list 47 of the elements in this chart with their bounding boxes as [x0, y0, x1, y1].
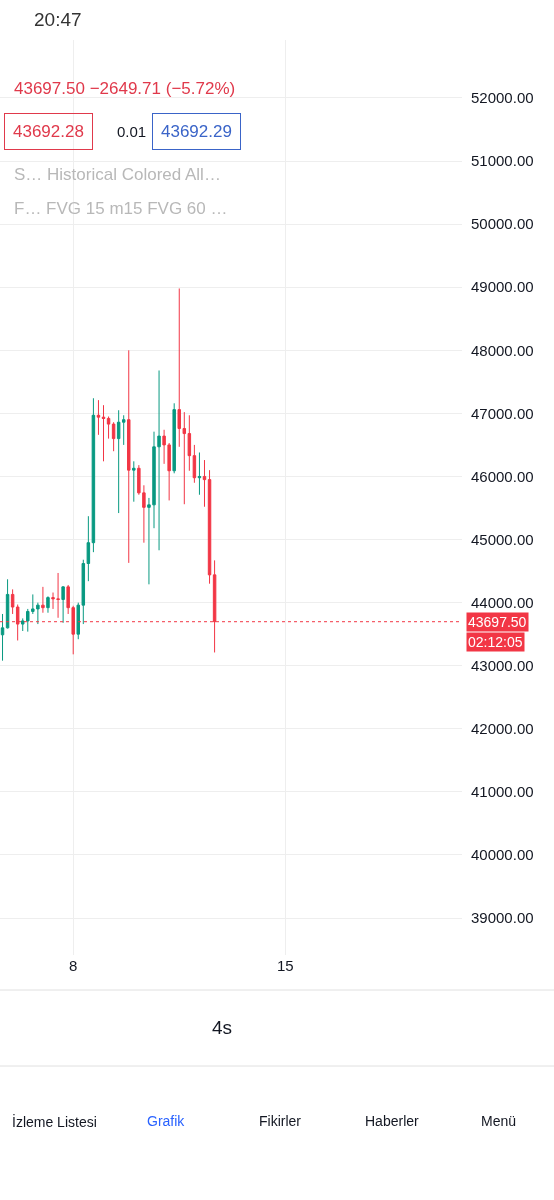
y-tick-label: 44000.00	[471, 593, 534, 611]
y-tick-label: 48000.00	[471, 341, 534, 359]
text: Grafik	[147, 1113, 186, 1129]
candlestick	[0, 613, 5, 662]
annotation: 43692.29	[161, 122, 232, 141]
annotation: S… Historical Colored All…	[14, 165, 221, 184]
annotation: 43692.28	[13, 122, 84, 141]
y-tick-label: 51000.00	[471, 152, 534, 170]
candlestick	[192, 444, 197, 484]
candlestick	[46, 595, 50, 614]
annotation: 0.01	[117, 123, 147, 140]
candlestick	[172, 402, 176, 474]
candlestick	[96, 399, 101, 436]
candlestick	[132, 460, 136, 503]
candlestick	[61, 585, 65, 624]
candlestick	[41, 586, 45, 614]
y-tick-label: 43000.00	[471, 656, 534, 674]
text: 20:47	[34, 9, 82, 30]
candlestick	[197, 451, 202, 496]
y-tick-label: 39000.00	[471, 909, 534, 927]
y-tick-label: 50000.00	[471, 215, 534, 233]
x-tick-label: 8	[69, 957, 78, 974]
x-tick-label: 15	[276, 957, 294, 974]
candlestick	[202, 459, 207, 508]
candlestick	[207, 469, 212, 585]
candlestick	[127, 349, 131, 564]
text: İzleme Listesi	[12, 1113, 97, 1130]
text: Fikirler	[259, 1113, 302, 1129]
candlestick	[111, 421, 116, 452]
ref-line-label: 43697.50	[468, 614, 527, 630]
y-tick-label: 41000.00	[471, 783, 534, 801]
y-tick-label: 45000.00	[471, 530, 534, 548]
y-tick-label: 52000.00	[471, 89, 534, 107]
annotation: F… FVG 15 m15 FVG 60 …	[14, 199, 228, 218]
text: Haberler	[365, 1113, 420, 1129]
y-tick-label: 40000.00	[471, 846, 534, 864]
candlestick	[5, 578, 10, 629]
y-tick-label: 46000.00	[471, 467, 534, 485]
annotation: 43697.50 −2649.71 (−5.72%)	[14, 79, 236, 98]
y-tick-label: 42000.00	[471, 720, 534, 738]
candlestick	[101, 404, 106, 462]
y-tick-label: 47000.00	[471, 404, 534, 422]
text: 02:12:05	[468, 634, 523, 650]
text: Menü	[481, 1113, 517, 1129]
y-tick-label: 49000.00	[471, 278, 534, 296]
text: 4s	[212, 1017, 233, 1038]
candlestick	[106, 416, 111, 440]
